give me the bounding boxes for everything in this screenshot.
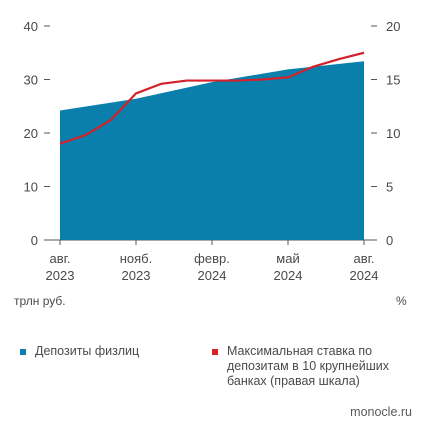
left-axis-tick-label: 40: [24, 19, 38, 34]
tick-labels: 0 10 20 30 40 0 5 10 15 20 авг. 2023 нояб. 2023 февр. 2…: [24, 19, 401, 283]
left-axis-tick-label: 10: [24, 180, 38, 195]
left-axis-tick-label: 30: [24, 73, 38, 88]
left-axis-tick-label: 20: [24, 126, 38, 141]
x-axis-tick-label-year: 2024: [274, 268, 303, 283]
deposits-area: [60, 61, 364, 241]
x-axis-tick-label: нояб.: [120, 251, 153, 266]
right-axis-tick-label: 5: [386, 180, 393, 195]
right-axis-tick-label: 20: [386, 19, 400, 34]
x-axis-tick-label-year: 2023: [122, 268, 151, 283]
right-axis-tick-label: 0: [386, 233, 393, 248]
legend-label-rate: Максимальная ставка по депозитам в 10 кр…: [227, 344, 390, 388]
legend-swatch-deposits: [20, 349, 26, 355]
legend-swatch-rate: [212, 349, 218, 355]
x-axis-tick-label: авг.: [50, 251, 71, 266]
left-axis-tick-label: 0: [31, 233, 38, 248]
x-axis-tick-label: февр.: [194, 251, 230, 266]
deposits-area-series: [60, 61, 364, 241]
source-label: monocle.ru: [350, 405, 412, 419]
rate-line-series: [59, 51, 365, 145]
x-axis-tick-label: май: [276, 251, 299, 266]
right-axis-tick-label: 10: [386, 126, 400, 141]
left-axis-unit: трлн руб.: [14, 294, 66, 308]
x-axis-tick-label: авг.: [354, 251, 375, 266]
right-axis-tick-label: 15: [386, 73, 400, 88]
rate-line: [59, 51, 365, 145]
chart: 0 10 20 30 40 0 5 10 15 20 авг. 2023 нояб. 2023 февр. 2…: [24, 19, 401, 283]
right-axis-unit: %: [396, 294, 407, 308]
x-axis-tick-label-year: 2024: [350, 268, 379, 283]
x-axis-tick-label-year: 2024: [198, 268, 227, 283]
legend-label-deposits: Депозиты физлиц: [35, 344, 140, 358]
x-axis-tick-label-year: 2023: [46, 268, 75, 283]
